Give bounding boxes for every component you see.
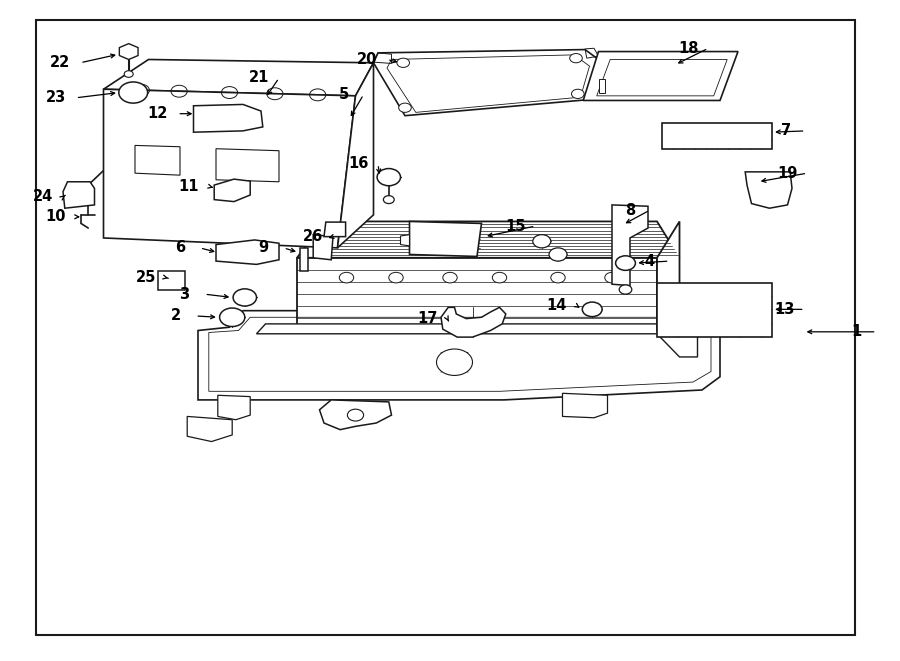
- Text: 24: 24: [33, 190, 53, 204]
- Text: 9: 9: [258, 241, 269, 255]
- Circle shape: [399, 103, 411, 112]
- Text: 21: 21: [249, 71, 269, 85]
- Polygon shape: [324, 222, 346, 237]
- Text: 6: 6: [175, 241, 185, 255]
- Polygon shape: [297, 258, 657, 330]
- Circle shape: [572, 89, 584, 98]
- Text: 10: 10: [46, 210, 66, 224]
- Text: 12: 12: [148, 106, 167, 121]
- Polygon shape: [120, 44, 138, 59]
- Polygon shape: [400, 235, 410, 246]
- Text: 1: 1: [851, 325, 862, 339]
- Circle shape: [533, 235, 551, 248]
- Text: 5: 5: [338, 87, 349, 102]
- Text: 23: 23: [46, 91, 66, 105]
- Polygon shape: [216, 240, 279, 264]
- Polygon shape: [657, 221, 680, 330]
- Polygon shape: [562, 393, 608, 418]
- Circle shape: [397, 58, 410, 67]
- Polygon shape: [187, 416, 232, 442]
- Circle shape: [124, 71, 133, 77]
- Text: 25: 25: [136, 270, 156, 285]
- Circle shape: [119, 82, 148, 103]
- Text: 13: 13: [775, 302, 795, 317]
- Text: 15: 15: [506, 219, 526, 233]
- Text: 17: 17: [418, 311, 437, 326]
- Text: 7: 7: [780, 124, 791, 138]
- Circle shape: [492, 272, 507, 283]
- Polygon shape: [218, 395, 250, 420]
- Circle shape: [616, 256, 635, 270]
- Circle shape: [436, 349, 472, 375]
- Polygon shape: [63, 182, 94, 208]
- Polygon shape: [612, 205, 648, 286]
- Text: 26: 26: [303, 229, 323, 244]
- Polygon shape: [300, 248, 308, 271]
- Polygon shape: [198, 311, 720, 400]
- Circle shape: [220, 308, 245, 327]
- Polygon shape: [320, 400, 392, 430]
- Polygon shape: [583, 52, 738, 100]
- Polygon shape: [313, 235, 333, 260]
- Circle shape: [551, 272, 565, 283]
- Polygon shape: [104, 89, 356, 248]
- Polygon shape: [410, 221, 482, 256]
- Polygon shape: [598, 79, 605, 93]
- Polygon shape: [745, 172, 792, 208]
- Text: 19: 19: [778, 166, 797, 180]
- Text: 8: 8: [625, 203, 635, 217]
- Polygon shape: [158, 271, 184, 290]
- Circle shape: [570, 54, 582, 63]
- Polygon shape: [104, 59, 374, 96]
- Polygon shape: [374, 50, 603, 116]
- Polygon shape: [214, 179, 250, 202]
- Text: 22: 22: [50, 56, 70, 70]
- Circle shape: [347, 409, 364, 421]
- Text: 14: 14: [546, 298, 566, 313]
- Circle shape: [383, 196, 394, 204]
- Polygon shape: [194, 104, 263, 132]
- Polygon shape: [441, 307, 506, 337]
- Polygon shape: [297, 221, 680, 258]
- Text: 4: 4: [644, 254, 655, 268]
- Text: 3: 3: [179, 287, 190, 301]
- Polygon shape: [657, 283, 772, 337]
- Text: 20: 20: [357, 52, 377, 67]
- Polygon shape: [135, 145, 180, 175]
- Circle shape: [619, 285, 632, 294]
- Polygon shape: [256, 324, 698, 357]
- Circle shape: [339, 272, 354, 283]
- Text: 11: 11: [179, 179, 199, 194]
- Text: 2: 2: [170, 309, 181, 323]
- Circle shape: [549, 248, 567, 261]
- Circle shape: [605, 272, 619, 283]
- Circle shape: [443, 272, 457, 283]
- Polygon shape: [338, 63, 374, 248]
- Text: 16: 16: [348, 157, 368, 171]
- Text: 18: 18: [679, 41, 698, 56]
- Circle shape: [582, 302, 602, 317]
- Circle shape: [389, 272, 403, 283]
- Circle shape: [377, 169, 400, 186]
- Polygon shape: [216, 149, 279, 182]
- Polygon shape: [662, 123, 772, 149]
- Circle shape: [233, 289, 256, 306]
